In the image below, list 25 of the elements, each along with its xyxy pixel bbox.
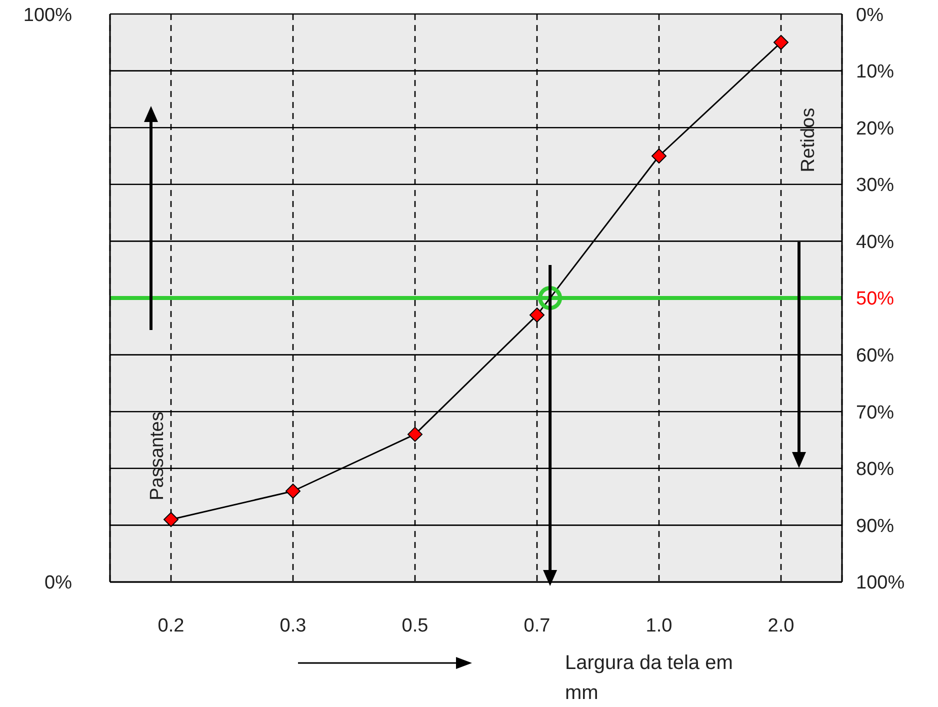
y2-tick-label: 70%	[856, 402, 894, 424]
x-tick-label: 0.5	[402, 615, 428, 636]
y2-tick-label: 20%	[856, 118, 894, 140]
annotation: Passantes	[147, 412, 168, 500]
ref-line-label: 50%	[856, 288, 894, 310]
y2-tick-label: 30%	[856, 175, 894, 196]
y2-tick-label: 100%	[856, 572, 905, 594]
y2-tick-label: 10%	[856, 62, 894, 83]
point	[164, 512, 178, 528]
point	[286, 484, 300, 499]
y2-tick-label: 60%	[856, 346, 894, 367]
point	[652, 148, 666, 164]
x-tick-label: 0.2	[158, 615, 184, 636]
x-tick-label: 1.0	[646, 615, 672, 636]
annotation: Retidos	[798, 108, 819, 172]
point	[530, 308, 544, 323]
y2-tick-label: 90%	[856, 516, 894, 537]
y2-tick-label: 80%	[856, 459, 894, 480]
x-tick-label: 0.3	[280, 615, 306, 636]
y2-tick-label: 40%	[856, 232, 894, 253]
point	[774, 34, 788, 50]
x-axis-title: Largura da tela em mm	[565, 651, 734, 706]
x-tick-label: 0.7	[524, 615, 550, 636]
x-tick-label: 2.0	[768, 615, 794, 636]
point	[408, 426, 422, 442]
